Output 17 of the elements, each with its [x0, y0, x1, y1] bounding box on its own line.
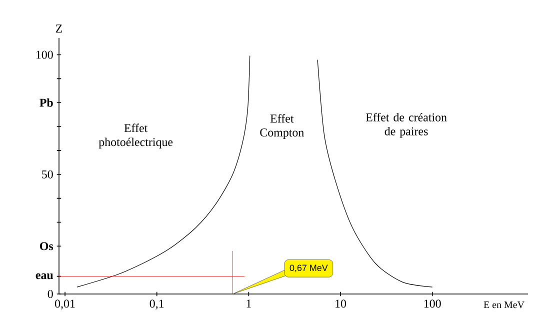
annotation: Effet de création de paires — [366, 112, 447, 138]
x-tick-label: 10 — [336, 300, 346, 308]
annotation: Effet Compton — [260, 114, 304, 139]
y-tick-label: Os — [40, 242, 54, 250]
y-tick-label: 50 — [42, 170, 53, 178]
ref-line-label: 0,67 MeV — [290, 264, 328, 272]
y-tick-label: 100 — [36, 50, 53, 59]
x-axis-title: E en MeV — [484, 302, 524, 308]
x-tick-label: 1 — [246, 300, 251, 308]
x-tick-label: 0,1 — [150, 300, 164, 310]
y-tick-label: eau — [36, 273, 54, 280]
y-axis-title: Z — [56, 24, 62, 32]
x-tick-label: 0,01 — [55, 300, 75, 310]
y-tick-label: Pb — [40, 98, 53, 107]
annotation: Effet photoélectrique — [98, 124, 173, 149]
y-tick-label: 0 — [48, 290, 53, 298]
x-tick-label: 100 — [424, 300, 441, 308]
